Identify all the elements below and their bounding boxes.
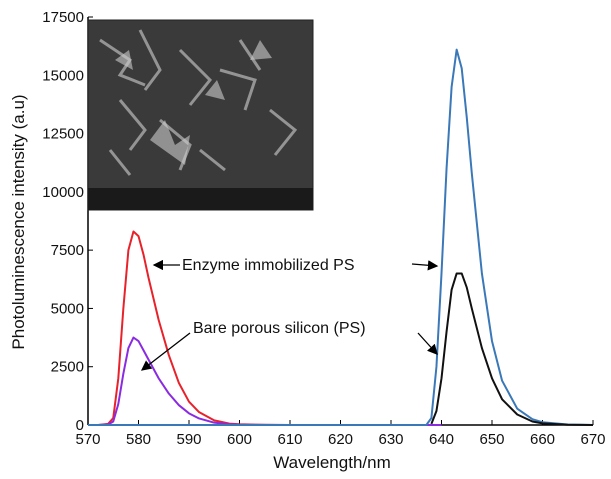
- x-tick-label: 590: [176, 431, 201, 448]
- x-tick-label: 650: [479, 431, 504, 448]
- x-tick-label: 610: [277, 431, 302, 448]
- y-tick-label: 17500: [42, 9, 84, 26]
- x-tick-label: 570: [75, 431, 100, 448]
- x-tick-label: 600: [227, 431, 252, 448]
- y-tick-label: 5000: [51, 300, 84, 317]
- y-tick-label: 10000: [42, 184, 84, 201]
- y-tick-label: 12500: [42, 126, 84, 143]
- x-tick-label: 630: [378, 431, 403, 448]
- x-tick-label: 580: [126, 431, 151, 448]
- y-axis-label: Photoluminescence intensity (a.u): [9, 94, 28, 349]
- sem-inset: [88, 20, 313, 210]
- x-tick-label: 670: [580, 431, 605, 448]
- chart: 0250050007500100001250015000175005705805…: [0, 0, 611, 479]
- x-tick-label: 620: [328, 431, 353, 448]
- x-axis-label: Wavelength/nm: [273, 453, 390, 472]
- annotation: Enzyme immobilized PS: [182, 257, 355, 274]
- x-tick-label: 660: [530, 431, 555, 448]
- series-line: [88, 338, 442, 425]
- annotation-arrows: [142, 264, 437, 370]
- y-tick-label: 7500: [51, 242, 84, 259]
- y-tick-label: 2500: [51, 359, 84, 376]
- annotation: Bare porous silicon (PS): [193, 320, 366, 337]
- x-tick-label: 640: [429, 431, 454, 448]
- series-line: [431, 273, 593, 425]
- page: {"chart_data": {"type": "line", "x_label…: [0, 0, 611, 479]
- y-tick-label: 15000: [42, 67, 84, 84]
